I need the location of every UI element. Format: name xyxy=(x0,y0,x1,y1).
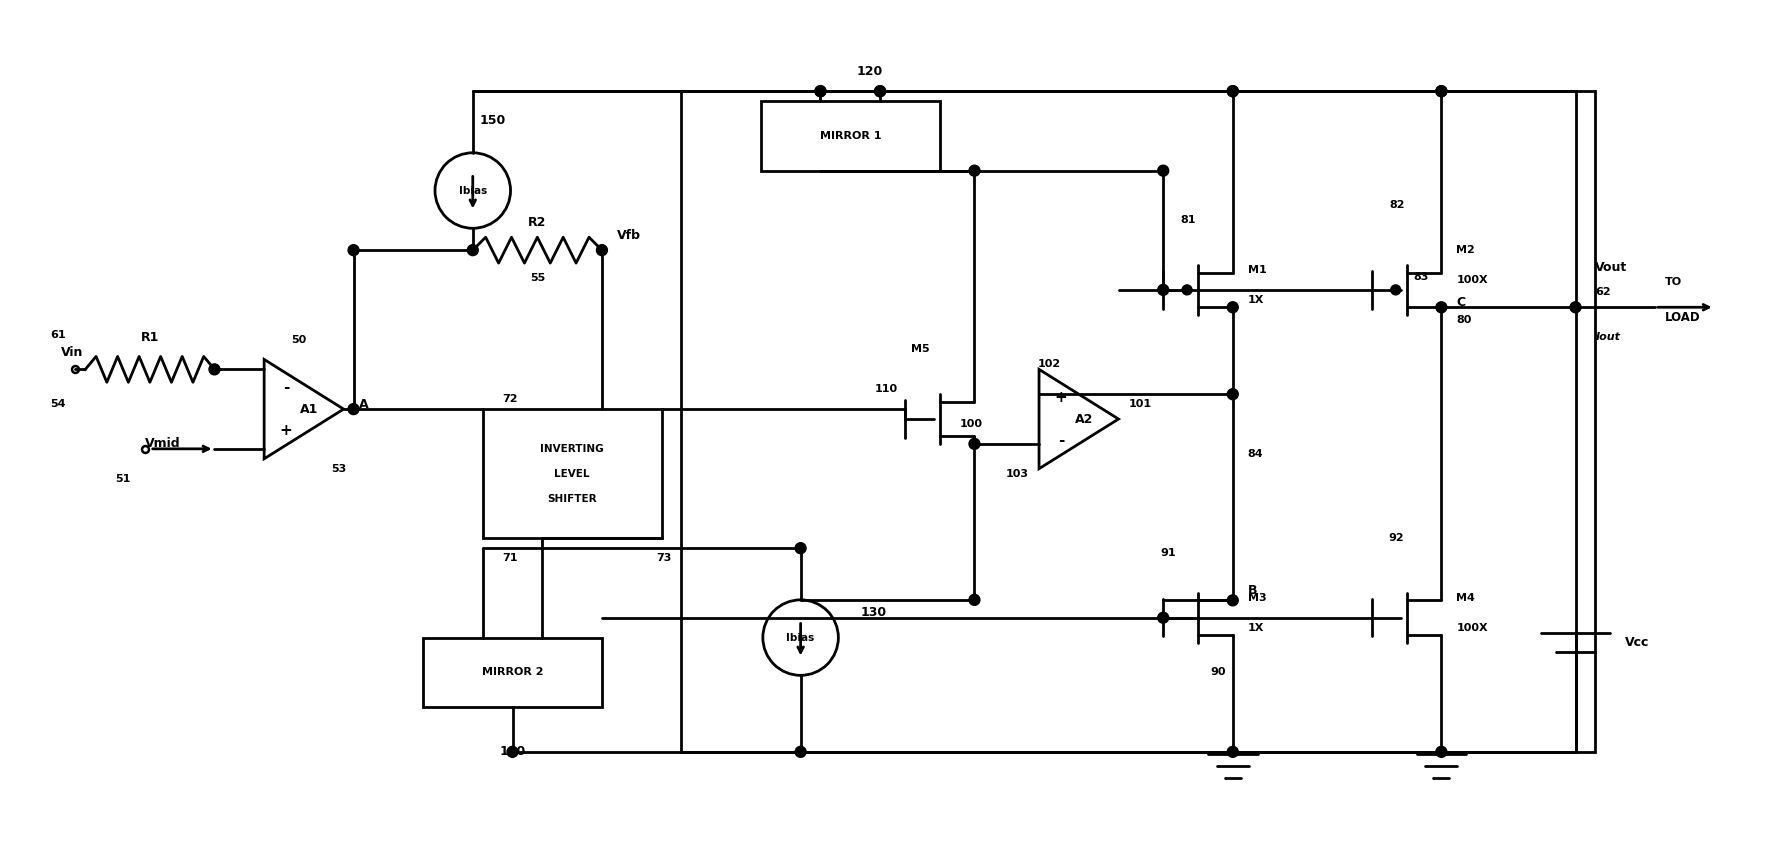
Circle shape xyxy=(209,364,220,374)
Text: 55: 55 xyxy=(530,273,545,283)
Text: 81: 81 xyxy=(1181,216,1197,225)
Text: 102: 102 xyxy=(1038,359,1061,369)
Circle shape xyxy=(507,746,518,757)
Text: R1: R1 xyxy=(141,331,159,344)
Circle shape xyxy=(1227,389,1238,400)
Text: MIRROR 2: MIRROR 2 xyxy=(482,667,543,678)
Circle shape xyxy=(1227,595,1238,606)
Text: R2: R2 xyxy=(529,216,547,229)
Text: 100X: 100X xyxy=(1456,275,1488,285)
Text: 1X: 1X xyxy=(1248,622,1264,633)
Text: Vout: Vout xyxy=(1595,261,1627,274)
Text: 61: 61 xyxy=(50,329,66,340)
Circle shape xyxy=(814,86,825,97)
Circle shape xyxy=(875,86,886,97)
Text: 90: 90 xyxy=(1211,667,1225,678)
Circle shape xyxy=(1157,612,1168,623)
Text: 92: 92 xyxy=(1390,533,1404,543)
Bar xyxy=(423,638,602,707)
Text: -: - xyxy=(1057,433,1064,448)
Circle shape xyxy=(970,166,981,176)
Text: 150: 150 xyxy=(479,115,505,127)
Text: Vmid: Vmid xyxy=(145,437,180,450)
Circle shape xyxy=(795,746,805,757)
Text: Iout: Iout xyxy=(1595,332,1620,342)
Text: TO: TO xyxy=(1665,278,1682,288)
Text: 50: 50 xyxy=(291,335,307,345)
Circle shape xyxy=(1436,301,1447,312)
Text: A2: A2 xyxy=(1075,413,1093,425)
Text: LOAD: LOAD xyxy=(1665,311,1700,323)
Circle shape xyxy=(1227,746,1238,757)
Circle shape xyxy=(814,86,825,97)
Text: M4: M4 xyxy=(1456,593,1475,603)
Text: Ibias: Ibias xyxy=(459,186,488,195)
Text: M1: M1 xyxy=(1248,265,1266,275)
Circle shape xyxy=(1391,285,1400,295)
Text: Ibias: Ibias xyxy=(786,633,814,643)
Text: M3: M3 xyxy=(1248,593,1266,603)
Bar xyxy=(482,409,661,538)
Text: 82: 82 xyxy=(1390,200,1404,211)
Text: 130: 130 xyxy=(861,606,886,619)
Circle shape xyxy=(1436,86,1447,97)
Text: 73: 73 xyxy=(657,553,672,563)
Text: 1X: 1X xyxy=(1248,295,1264,305)
Text: 83: 83 xyxy=(1415,273,1429,283)
Text: 101: 101 xyxy=(1129,399,1152,409)
Text: 120: 120 xyxy=(857,65,884,78)
Text: 100X: 100X xyxy=(1456,622,1488,633)
Text: 54: 54 xyxy=(50,399,66,409)
Text: 140: 140 xyxy=(500,745,525,758)
Circle shape xyxy=(1436,86,1447,97)
Circle shape xyxy=(970,438,981,449)
Circle shape xyxy=(597,245,607,256)
Circle shape xyxy=(468,245,479,256)
Text: 80: 80 xyxy=(1456,315,1472,324)
Text: INVERTING: INVERTING xyxy=(541,444,604,454)
Circle shape xyxy=(875,86,886,97)
Text: 53: 53 xyxy=(330,464,346,474)
Text: +: + xyxy=(280,424,293,438)
Circle shape xyxy=(795,543,805,554)
Circle shape xyxy=(1157,284,1168,295)
Text: SHIFTER: SHIFTER xyxy=(547,493,597,503)
Text: LEVEL: LEVEL xyxy=(554,469,589,479)
Circle shape xyxy=(348,245,359,256)
Circle shape xyxy=(1227,86,1238,97)
Circle shape xyxy=(1157,166,1168,176)
Text: 100: 100 xyxy=(959,419,982,429)
Text: Vfb: Vfb xyxy=(616,228,641,242)
Text: Vcc: Vcc xyxy=(1625,636,1650,649)
Text: 62: 62 xyxy=(1595,287,1611,297)
Circle shape xyxy=(348,403,359,414)
Text: 71: 71 xyxy=(502,553,518,563)
Text: Vin: Vin xyxy=(61,346,82,359)
Text: M2: M2 xyxy=(1456,245,1475,256)
Text: A1: A1 xyxy=(300,402,318,416)
Text: 84: 84 xyxy=(1248,449,1263,458)
Bar xyxy=(682,91,1595,752)
Text: B: B xyxy=(1248,584,1257,597)
Text: 103: 103 xyxy=(1006,469,1029,479)
Circle shape xyxy=(970,594,981,605)
Circle shape xyxy=(1182,285,1191,295)
Circle shape xyxy=(1570,301,1581,312)
Bar xyxy=(761,101,939,171)
Text: -: - xyxy=(282,380,289,395)
Text: +: + xyxy=(1054,390,1068,405)
Text: 91: 91 xyxy=(1161,548,1175,558)
Text: A: A xyxy=(359,397,368,411)
Text: M5: M5 xyxy=(911,345,929,355)
Text: 110: 110 xyxy=(875,385,898,394)
Text: MIRROR 1: MIRROR 1 xyxy=(820,131,880,141)
Circle shape xyxy=(1227,86,1238,97)
Text: C: C xyxy=(1456,295,1466,309)
Circle shape xyxy=(1227,301,1238,312)
Circle shape xyxy=(1436,746,1447,757)
Text: 72: 72 xyxy=(502,394,518,404)
Text: 51: 51 xyxy=(114,474,130,484)
